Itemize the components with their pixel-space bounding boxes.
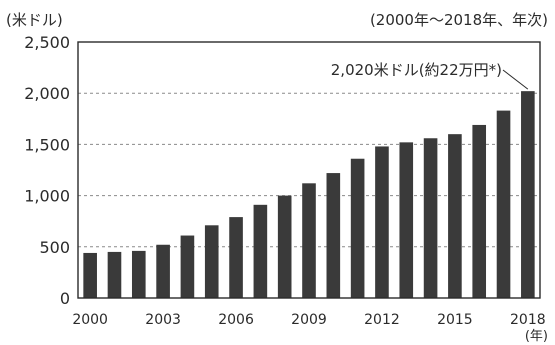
y-tick-label: 1,500	[24, 135, 70, 154]
annotation-label: 2,020米ドル(約22万円*)	[331, 61, 502, 79]
bar-2005	[204, 225, 219, 298]
bar-2000	[83, 252, 97, 298]
y-tick-label: 2,500	[24, 33, 70, 52]
bar-2011	[350, 158, 365, 298]
x-tick-label: 2003	[145, 312, 181, 328]
x-unit-label: (年)	[525, 329, 548, 344]
period-label: (2000年～2018年、年次)	[370, 11, 548, 29]
bar-2013	[399, 142, 414, 298]
bar-2007	[253, 204, 268, 298]
bar-2009	[302, 183, 316, 298]
bars	[83, 91, 535, 298]
bar-2003	[156, 244, 170, 298]
bar-2015	[448, 134, 462, 298]
x-tick-label: 2006	[218, 312, 254, 328]
x-tick-label: 2009	[291, 312, 327, 328]
bar-2017	[496, 110, 511, 298]
y-tick-labels: 0 500 1,000 1,500 2,000 2,500	[24, 33, 70, 308]
x-tick-label: 2012	[364, 312, 400, 328]
bar-2008	[277, 195, 292, 298]
x-tick-label: 2015	[437, 312, 473, 328]
x-tick-label: 2018	[510, 312, 546, 328]
bar-2012	[375, 146, 389, 298]
x-tick-label: 2000	[72, 312, 108, 328]
y-tick-label: 1,000	[24, 187, 70, 206]
bar-2016	[472, 124, 487, 298]
y-tick-label: 0	[60, 289, 70, 308]
bar-2004	[180, 235, 195, 298]
bar-2006	[229, 217, 243, 298]
y-tick-label: 2,000	[24, 84, 70, 103]
bar-2001	[107, 251, 122, 298]
bar-2014	[423, 138, 438, 298]
y-tick-label: 500	[39, 238, 70, 257]
plot-frame	[77, 41, 541, 299]
x-tick-labels: 2000 2003 2006 2009 2012 2015 2018	[72, 312, 545, 328]
bar-2018	[521, 91, 535, 298]
bar-2002	[131, 250, 146, 298]
y-unit-label: (米ドル)	[6, 11, 63, 29]
annotation-leader-line	[502, 69, 529, 90]
bar-2010	[326, 173, 341, 298]
